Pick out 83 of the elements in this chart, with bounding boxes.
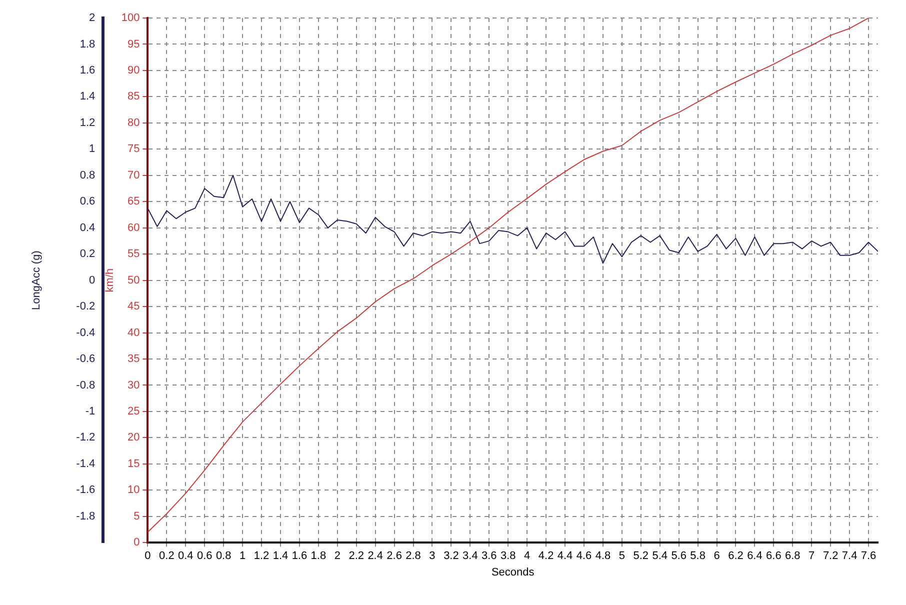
x-tick-label: 5 xyxy=(618,550,625,562)
y2-tick-label: 1.4 xyxy=(80,90,96,103)
y2-tick-label: 0.2 xyxy=(80,248,96,260)
y-tick-label: 25 xyxy=(127,405,140,418)
x-tick-label: 7.2 xyxy=(822,550,838,562)
x-tick-label: 1.6 xyxy=(292,550,308,562)
y-tick-label: 10 xyxy=(127,484,140,496)
x-tick-label: 3.6 xyxy=(481,550,497,562)
x-tick-label: 6.6 xyxy=(766,550,782,562)
y-tick-label: 100 xyxy=(121,12,140,24)
x-tick-label: 6.4 xyxy=(747,550,762,562)
y2-tick-label: 2 xyxy=(89,12,96,24)
y2-tick-label: -0.2 xyxy=(76,300,96,313)
x-tick-label: 2.6 xyxy=(386,550,402,562)
y2-tick-label: 1.6 xyxy=(80,64,96,76)
x-tick-label: 0.2 xyxy=(159,550,174,562)
y2-tick-label: -1 xyxy=(85,405,96,418)
y2-tick-label: 0.8 xyxy=(80,169,96,182)
y2-axis-title: LongAcc (g) xyxy=(30,250,43,310)
x-tick-label: 4.6 xyxy=(576,550,592,562)
y2-tick-label: 1.8 xyxy=(80,38,96,50)
x-tick-label: 7.6 xyxy=(860,550,876,562)
y-tick-label: 30 xyxy=(127,379,140,392)
x-tick-label: 1.8 xyxy=(310,550,326,562)
y-tick-label: 95 xyxy=(127,38,140,50)
y-tick-label: 15 xyxy=(127,458,140,470)
x-tick-label: 7 xyxy=(808,550,815,562)
x-tick-label: 1.2 xyxy=(254,550,270,562)
x-tick-label: 5.6 xyxy=(671,550,686,562)
x-tick-label: 0.8 xyxy=(216,550,232,562)
x-tick-label: 2 xyxy=(334,550,340,562)
x-tick-label: 4.8 xyxy=(595,550,611,562)
x-tick-label: 3.2 xyxy=(444,550,459,562)
y2-tick-label: -1.6 xyxy=(76,484,96,496)
x-tick-label: 7.4 xyxy=(842,550,858,562)
x-tick-label: 0.4 xyxy=(178,550,194,562)
x-tick-label: 3 xyxy=(429,550,436,562)
y-tick-label: 80 xyxy=(127,116,140,129)
y-tick-label: 85 xyxy=(127,90,140,103)
y-tick-label: 50 xyxy=(127,274,140,286)
y2-tick-label: -0.6 xyxy=(76,353,96,366)
y2-tick-label: -0.4 xyxy=(76,326,96,339)
x-tick-label: 5.2 xyxy=(633,550,649,562)
y2-tick-label: 1 xyxy=(89,143,96,156)
y2-tick-label: 1.2 xyxy=(80,116,96,129)
y-tick-label: 0 xyxy=(134,536,140,549)
x-tick-label: 2.2 xyxy=(348,550,364,562)
x-tick-label: 4.4 xyxy=(557,550,573,562)
x-tick-label: 5.8 xyxy=(690,550,706,562)
y2-tick-label: 0.4 xyxy=(80,222,96,234)
x-tick-label: 3.4 xyxy=(462,550,478,562)
x-axis-title: Seconds xyxy=(491,566,535,578)
x-tick-label: 1.4 xyxy=(272,550,288,562)
y-tick-label: 40 xyxy=(127,326,140,339)
x-tick-label: 0 xyxy=(144,550,151,562)
y-tick-label: 75 xyxy=(127,143,140,156)
y-tick-label: 35 xyxy=(127,353,140,366)
x-tick-label: 6.8 xyxy=(784,550,800,562)
y-axis-title: km/h xyxy=(104,268,116,292)
x-tick-label: 2.4 xyxy=(368,550,383,562)
x-tick-label: 6 xyxy=(714,550,720,562)
x-tick-label: 4.2 xyxy=(538,550,554,562)
y-tick-label: 5 xyxy=(134,510,140,522)
x-tick-label: 0.6 xyxy=(196,550,212,562)
x-tick-label: 2.8 xyxy=(406,550,421,562)
y2-tick-label: -1.2 xyxy=(76,432,96,444)
y2-tick-label: 0.6 xyxy=(80,196,96,208)
y-tick-label: 90 xyxy=(127,64,140,76)
y-tick-label: 20 xyxy=(127,432,140,444)
x-tick-label: 5.4 xyxy=(652,550,668,562)
y2-tick-label: -0.8 xyxy=(76,379,96,392)
y-tick-label: 70 xyxy=(127,169,140,182)
y-tick-label: 55 xyxy=(127,248,140,260)
y2-tick-label: -1.8 xyxy=(76,510,96,522)
y2-tick-label: 0 xyxy=(89,274,96,286)
y-tick-label: 60 xyxy=(127,222,140,234)
x-tick-label: 3.8 xyxy=(500,550,516,562)
x-tick-label: 4 xyxy=(524,550,530,562)
y-tick-label: 65 xyxy=(127,196,140,208)
x-tick-label: 6.2 xyxy=(728,550,744,562)
x-tick-label: 1 xyxy=(239,550,246,562)
y2-tick-label: -1.4 xyxy=(76,458,96,470)
y-tick-label: 45 xyxy=(127,300,140,313)
